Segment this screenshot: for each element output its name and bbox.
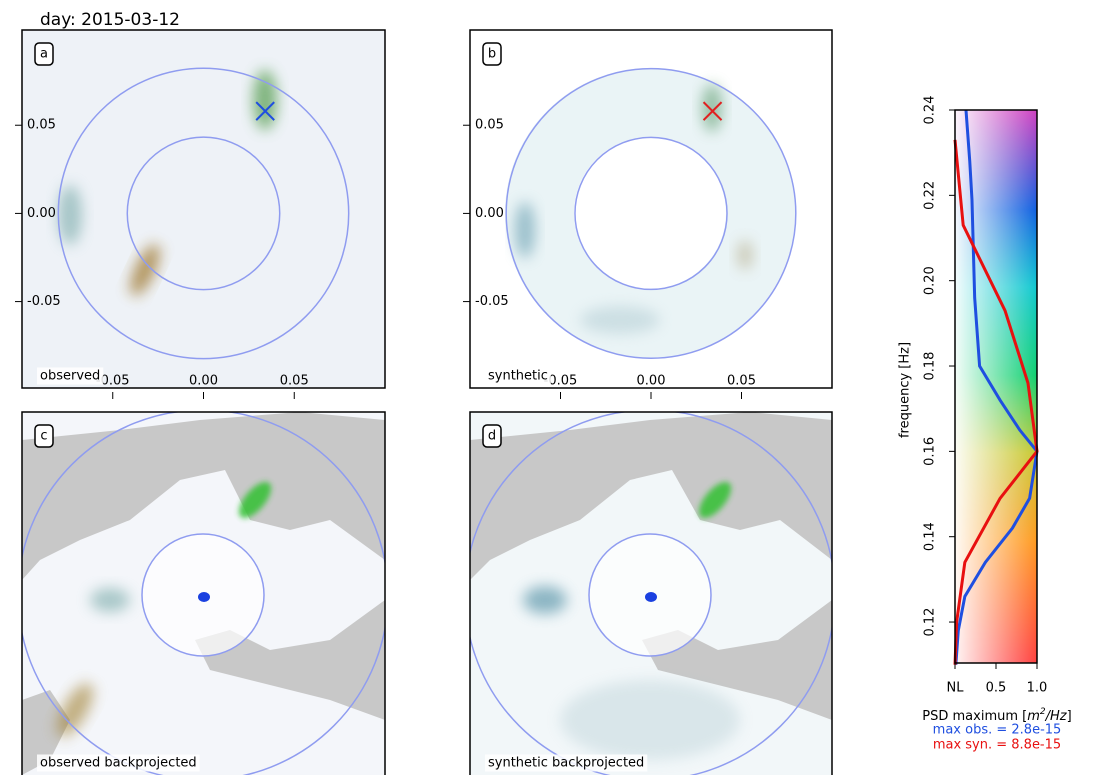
panel-d-map [470,412,832,775]
y-tick-label: 0.00 [475,206,504,221]
x-axis-label-part: /Hz [1045,709,1068,724]
ring [505,67,797,359]
panel-letter: c [40,429,47,444]
y-tick-label: 0.05 [475,118,504,133]
panel-letter-box [34,42,54,66]
y-tick-label: 0.22 [923,181,938,210]
panel-label: synthetic [488,369,548,384]
ring [126,136,281,291]
x-tick-label: -0.05 [96,374,130,389]
panel-frame [469,29,833,389]
panel-c-map [22,412,385,775]
x-axis-label-part: m [1027,709,1040,724]
y-tick-label: 0.18 [923,352,938,381]
panel-label: synthetic backprojected [488,756,644,771]
y-tick-label: 0.05 [27,118,56,133]
y-tick-label: -0.05 [475,294,509,309]
panel-a-image [22,30,385,388]
panel-frame [21,29,386,389]
x-tick-label: 0.5 [986,681,1007,696]
x-tick-label: 0.00 [189,374,218,389]
panel-b-image [505,68,795,358]
y-tick-label: 0.14 [923,522,938,551]
x-tick-label: 0.00 [637,374,666,389]
x-tick-label: NL [947,681,965,696]
ring [57,67,350,360]
y-tick-label: 0.20 [923,266,938,295]
panel-letter: a [40,47,48,62]
panel-letter-box [34,424,54,448]
panel-label-background [37,754,200,772]
x-tick-label: -0.05 [544,374,578,389]
x-axis-label: PSD maximum [m2/Hz] [922,707,1071,724]
panel-frame [469,411,833,775]
panel-label-background [37,367,104,385]
panel-letter: d [488,429,496,444]
spectrum-background [955,110,1037,663]
y-tick-label: 0.16 [923,437,938,466]
marker [702,101,723,121]
x-tick-label: 1.0 [1027,681,1048,696]
panel-label: observed backprojected [40,756,197,771]
y-axis-label: frequency [Hz] [898,342,913,438]
y-tick-label: -0.05 [27,294,61,309]
panel-label: observed [40,369,100,384]
ring [574,136,728,291]
x-axis-label-part: ] [1067,709,1072,724]
panel-letter-box [482,42,502,66]
panel-label-background [485,754,648,772]
panel-label-background [485,367,551,385]
panel-letter: b [488,47,496,62]
legend-entry: max obs. = 2.8e-15 [933,723,1062,738]
figure-title: day: 2015-03-12 [40,10,180,30]
y-tick-label: 0.12 [923,608,938,637]
x-tick-label: 0.05 [280,374,309,389]
x-tick-label: 0.05 [727,374,756,389]
y-tick-label: 0.24 [923,96,938,125]
x-axis-label-part: PSD maximum [ [922,709,1027,724]
y-tick-label: 0.00 [27,206,56,221]
panel-frame [21,411,386,775]
x-axis-label-part: 2 [1040,707,1046,717]
legend-entry: max syn. = 8.8e-15 [933,738,1061,753]
psd-line [954,109,1039,665]
marker [255,101,275,121]
panel-letter-box [482,424,502,448]
